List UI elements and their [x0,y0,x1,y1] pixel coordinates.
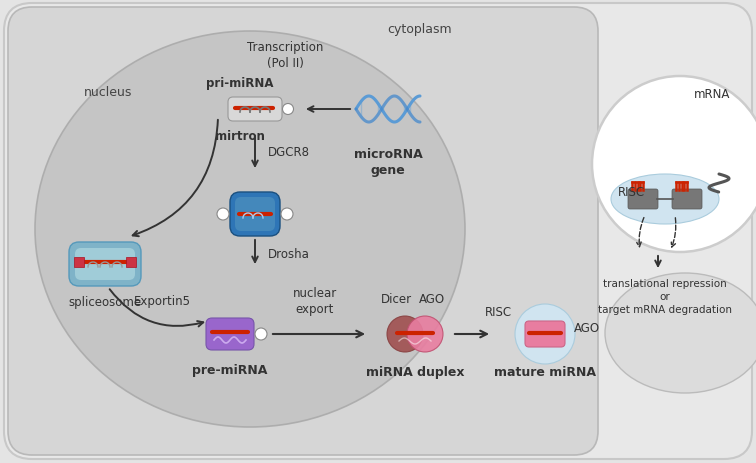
Ellipse shape [387,316,423,352]
Text: AGO: AGO [419,292,445,305]
Text: Transcription
(Pol II): Transcription (Pol II) [246,41,323,70]
Text: pre-miRNA: pre-miRNA [192,363,268,376]
Text: Dicer: Dicer [380,292,411,305]
FancyBboxPatch shape [206,319,254,350]
FancyBboxPatch shape [230,193,280,237]
Ellipse shape [35,32,465,427]
Text: cytoplasm: cytoplasm [388,24,452,37]
Text: DGCR8: DGCR8 [268,146,310,159]
Circle shape [217,208,229,220]
Text: RISC: RISC [485,305,512,318]
Text: mature miRNA: mature miRNA [494,365,596,378]
Text: nucleus: nucleus [84,85,132,98]
Circle shape [255,328,267,340]
Text: Drosha: Drosha [268,247,310,260]
Ellipse shape [611,175,719,225]
Text: pri-miRNA: pri-miRNA [206,77,274,90]
Text: AGO: AGO [574,321,600,334]
Text: mRNA: mRNA [694,88,730,100]
FancyBboxPatch shape [235,198,275,232]
Text: spliceosome: spliceosome [69,295,141,308]
Circle shape [515,304,575,364]
Text: mirtron: mirtron [215,130,265,143]
Text: microRNA
gene: microRNA gene [354,148,423,176]
Text: RISC: RISC [618,185,645,198]
Circle shape [592,77,756,252]
Ellipse shape [605,274,756,393]
Ellipse shape [407,316,443,352]
FancyBboxPatch shape [8,8,598,455]
Text: nuclear
export: nuclear export [293,287,337,315]
FancyBboxPatch shape [672,189,702,210]
Text: Exportin5: Exportin5 [134,295,191,308]
FancyBboxPatch shape [628,189,658,210]
FancyBboxPatch shape [69,243,141,287]
Text: miRNA duplex: miRNA duplex [366,365,464,378]
FancyBboxPatch shape [4,4,752,459]
FancyBboxPatch shape [525,321,565,347]
Circle shape [281,208,293,220]
Circle shape [283,104,293,115]
FancyBboxPatch shape [75,249,135,281]
FancyBboxPatch shape [228,98,282,122]
Text: translational repression
or
target mRNA degradation: translational repression or target mRNA … [598,278,732,315]
